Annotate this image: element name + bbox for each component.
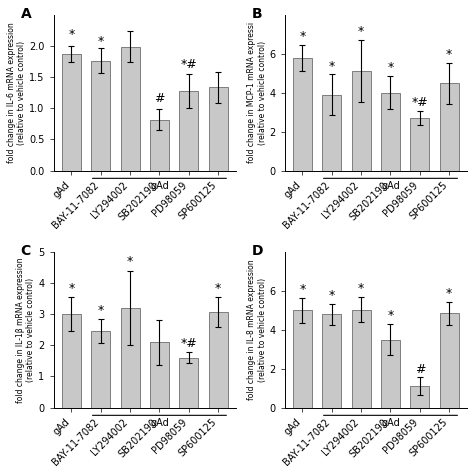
Bar (293, 58, 312, 171)
Text: gAd: gAd (381, 419, 400, 428)
Bar (352, 310, 371, 408)
Text: *: * (358, 282, 364, 295)
Y-axis label: fold change in IL-6 mRNA expression
(relative to vehicle control): fold change in IL-6 mRNA expression (rel… (7, 23, 27, 163)
Bar (410, 118, 429, 171)
Text: *: * (299, 283, 306, 296)
Bar (322, 95, 341, 171)
Text: *: * (387, 309, 393, 322)
Text: #: # (154, 91, 164, 105)
Bar (293, 310, 312, 408)
Bar (440, 83, 459, 171)
Text: *: * (387, 62, 393, 74)
Text: C: C (21, 245, 31, 258)
Text: gAd: gAd (150, 182, 169, 191)
Bar (91, 61, 110, 171)
Bar (120, 308, 140, 408)
Bar (150, 119, 169, 171)
Text: *#: *# (181, 337, 197, 350)
Text: #: # (415, 363, 425, 375)
Bar (62, 54, 81, 171)
Text: *: * (299, 30, 306, 44)
Bar (381, 339, 400, 408)
Y-axis label: fold change in MCP-1 mRNA expressi
(relative to vehicle control): fold change in MCP-1 mRNA expressi (rela… (247, 22, 266, 164)
Text: *: * (98, 304, 104, 317)
Text: *: * (98, 35, 104, 48)
Bar (209, 87, 228, 171)
Text: D: D (252, 245, 263, 258)
Text: B: B (252, 8, 262, 21)
Text: *: * (358, 25, 364, 37)
Text: *: * (127, 255, 133, 268)
Bar (62, 314, 81, 408)
Text: gAd: gAd (150, 419, 169, 428)
Text: *: * (215, 282, 221, 295)
Text: *: * (446, 287, 452, 300)
Text: *: * (328, 289, 335, 302)
Y-axis label: fold change in IL-8 mRNA expression
(relative to vehicle control): fold change in IL-8 mRNA expression (rel… (247, 260, 266, 400)
Bar (410, 386, 429, 408)
Bar (91, 331, 110, 408)
Bar (209, 312, 228, 408)
Text: gAd: gAd (381, 182, 400, 191)
Bar (381, 93, 400, 171)
Bar (179, 91, 198, 171)
Bar (150, 342, 169, 408)
Text: *#: *# (181, 57, 197, 71)
Text: *#: *# (411, 96, 428, 109)
Bar (440, 313, 459, 408)
Text: A: A (21, 8, 31, 21)
Text: *: * (446, 48, 452, 61)
Bar (120, 47, 140, 171)
Y-axis label: fold change in IL-1β mRNA expression
(relative to vehicle control): fold change in IL-1β mRNA expression (re… (16, 257, 36, 402)
Text: *: * (68, 282, 74, 295)
Bar (179, 358, 198, 408)
Text: *: * (328, 60, 335, 73)
Bar (322, 314, 341, 408)
Text: *: * (68, 28, 74, 41)
Bar (352, 71, 371, 171)
